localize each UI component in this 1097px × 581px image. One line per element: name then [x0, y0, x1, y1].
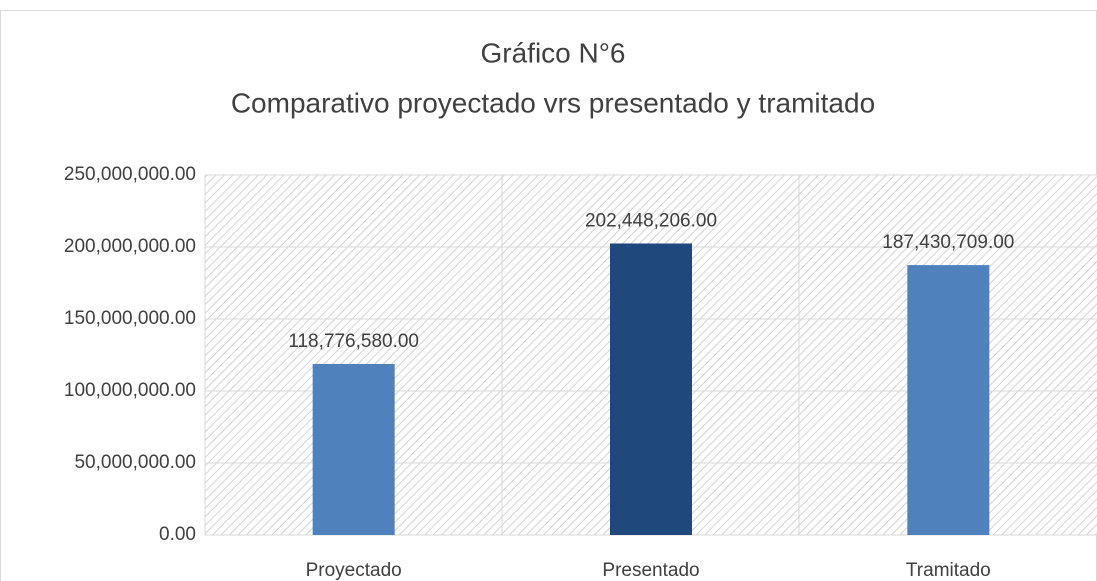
x-tick-label: Presentado [602, 560, 699, 581]
y-tick-label: 100,000,000.00 [64, 380, 196, 401]
data-label: 202,448,206.00 [585, 210, 717, 231]
y-tick-label: 150,000,000.00 [64, 308, 196, 329]
bar [907, 265, 990, 535]
data-label: 187,430,709.00 [882, 232, 1014, 253]
x-tick-label: Proyectado [306, 560, 402, 581]
data-label: 118,776,580.00 [288, 331, 419, 352]
bar [312, 363, 395, 535]
bar [610, 243, 692, 535]
y-tick-label: 0.00 [159, 524, 196, 545]
y-tick-label: 50,000,000.00 [74, 452, 196, 473]
y-tick-label: 250,000,000.00 [64, 164, 196, 185]
chart-subtitle: Comparativo proyectado vrs presentado y … [231, 87, 875, 118]
y-tick-label: 200,000,000.00 [64, 236, 196, 257]
x-tick-label: Tramitado [906, 560, 991, 581]
chart-title: Gráfico N°6 [480, 37, 625, 68]
